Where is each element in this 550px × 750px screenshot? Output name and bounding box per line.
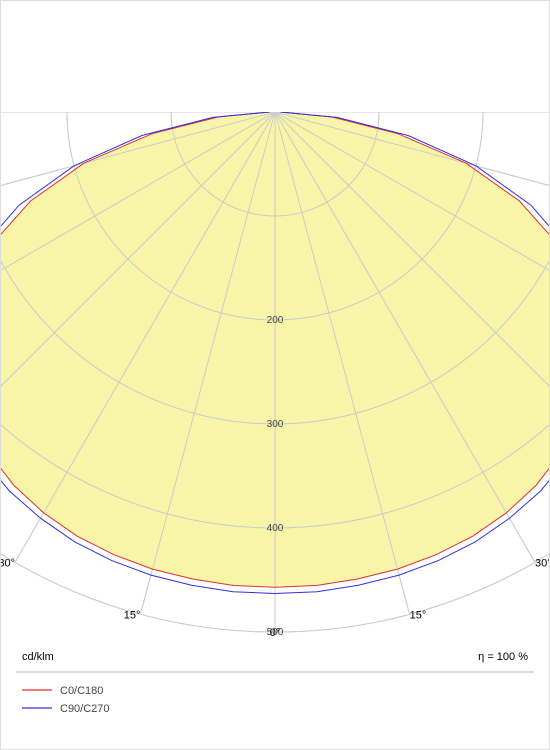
angle-label: 30° bbox=[535, 557, 550, 569]
ring-label: 300 bbox=[267, 419, 284, 430]
ring-label: 200 bbox=[267, 315, 284, 326]
legend-label: C0/C180 bbox=[60, 685, 103, 697]
angle-label: 30° bbox=[0, 557, 15, 569]
polar-chart: 20030040050090°75°60°45°30°15°0°15°30°45… bbox=[0, 0, 550, 750]
angle-label: 0° bbox=[270, 627, 281, 639]
efficiency-label: η = 100 % bbox=[478, 651, 528, 663]
angle-label: 15° bbox=[124, 609, 141, 621]
legend-label: C90/C270 bbox=[60, 703, 110, 715]
angle-label: 15° bbox=[410, 609, 427, 621]
ring-label: 400 bbox=[267, 523, 284, 534]
chart-svg: 20030040050090°75°60°45°30°15°0°15°30°45… bbox=[0, 0, 550, 750]
unit-label: cd/klm bbox=[22, 651, 54, 663]
